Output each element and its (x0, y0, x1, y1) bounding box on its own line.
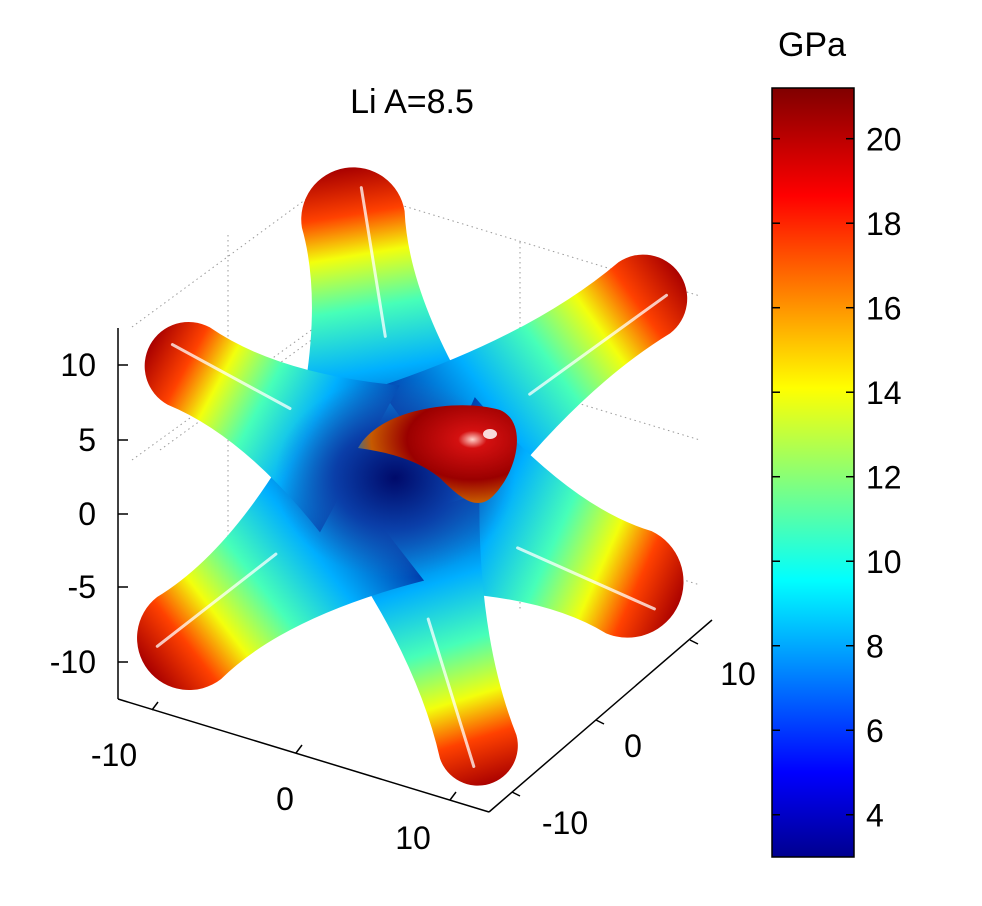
z-tick-label: 0 (78, 496, 96, 532)
surface-highlight (426, 617, 476, 768)
colorbar-label: GPa (778, 26, 846, 64)
colorbar-ticks: 4 6 8 10 12 14 16 18 20 (772, 122, 902, 834)
surface-highlight (155, 552, 278, 648)
chart-title: Li A=8.5 (350, 83, 474, 121)
y-tick--10 (511, 791, 521, 797)
z-tick-label: -5 (68, 569, 96, 605)
surface-highlight (516, 546, 656, 611)
colorbar: GPa 4 6 8 10 12 14 16 18 20 (771, 26, 902, 858)
colorbar-strip (771, 87, 855, 858)
surface-specular-spot (483, 429, 497, 439)
colorbar-tick-label: 16 (866, 291, 902, 327)
surface-center-bump (358, 405, 517, 504)
colorbar-tick-label: 4 (866, 798, 884, 834)
surface-highlight (528, 293, 668, 396)
tick-marks (118, 364, 699, 801)
colorbar-tick-label: 8 (866, 629, 884, 665)
tick-labels: 10 5 0 -5 -10 -10 0 10 -10 0 10 (50, 347, 756, 856)
colorbar-tick-label: 20 (866, 122, 902, 158)
x-axis-line (117, 698, 490, 813)
x-tick-10 (449, 791, 457, 801)
y-tick-label: 10 (720, 656, 756, 692)
x-tick-label: 10 (395, 820, 431, 856)
x-tick-0 (295, 744, 303, 754)
x-tick-label: -10 (91, 737, 137, 773)
colorbar-tick-label: 10 (866, 544, 902, 580)
x-tick--10 (151, 701, 159, 711)
y-tick-10 (689, 639, 699, 645)
y-tick-label: -10 (542, 805, 588, 841)
colorbar-tick-label: 14 (866, 375, 902, 411)
colorbar-tick-label: 6 (866, 713, 884, 749)
x-tick-label: 0 (276, 781, 294, 817)
y-axis-line (488, 619, 713, 813)
grid-line (131, 182, 329, 328)
axes-3d: 10 5 0 -5 -10 -10 0 10 -10 0 10 (50, 182, 756, 856)
z-tick-label: 5 (78, 422, 96, 458)
surface-highlight (170, 343, 292, 410)
surface-highlight (359, 186, 387, 338)
colorbar-tick-label: 12 (866, 460, 902, 496)
surface-plot (137, 167, 688, 786)
y-tick-0 (595, 719, 605, 725)
z-tick-label: -10 (50, 644, 96, 680)
y-tick-label: 0 (624, 728, 642, 764)
z-tick-label: 10 (60, 347, 96, 383)
colorbar-tick-label: 18 (866, 206, 902, 242)
